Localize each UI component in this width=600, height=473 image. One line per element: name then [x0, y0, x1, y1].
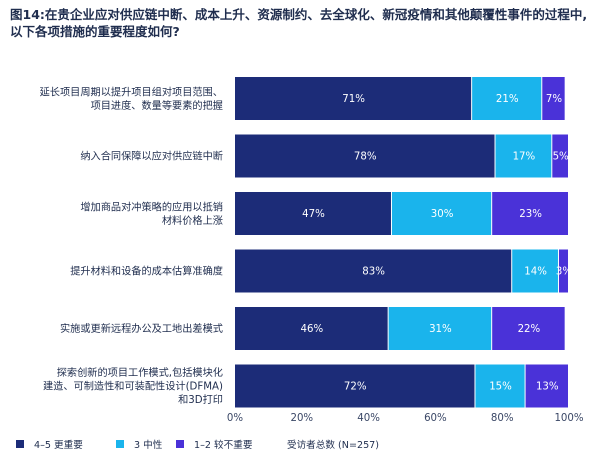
data-label-5-1: 15% [489, 382, 512, 393]
data-label-2-2: 23% [519, 209, 542, 220]
bar-segment-4-1 [388, 307, 492, 350]
category-label-5-1: 建造、可制造性和可装配性设计(DFMA) [43, 380, 223, 393]
bar-segment-0-2 [542, 77, 565, 120]
category-label-3-0: 提升材料和设备的成本估算准确度 [70, 265, 223, 278]
x-tick-label-1: 20% [290, 413, 313, 424]
legend-item-low: 1–2 较不重要 [176, 437, 252, 451]
legend-label-neutral: 3 中性 [134, 440, 163, 451]
bar-segment-2-0 [235, 192, 391, 235]
bar-segment-4-0 [235, 307, 388, 350]
bar-segment-1-2 [552, 134, 568, 178]
x-tick-label-4: 80% [491, 413, 514, 424]
legend-item-high: 4–5 更重要 [16, 437, 83, 451]
bar-segment-0-1 [472, 77, 542, 120]
x-tick-label-0: 0% [227, 413, 243, 424]
bar-segment-1-0 [235, 134, 495, 178]
category-label-2-0: 增加商品对冲策略的应用以抵销 [80, 200, 223, 213]
data-label-1-0: 78% [354, 152, 377, 163]
category-label-4-0: 实施或更新远程办公及工地出差模式 [60, 322, 223, 335]
legend-swatch-neutral [116, 440, 124, 448]
bar-segment-1-1 [495, 134, 552, 178]
x-tick-label-5: 100% [554, 413, 583, 424]
data-label-4-2: 22% [518, 324, 541, 335]
data-label-0-1: 21% [496, 94, 519, 105]
x-tick-label-3: 60% [424, 413, 447, 424]
data-label-3-2: 3% [556, 267, 572, 278]
bar-segment-2-2 [492, 192, 568, 235]
legend-item-neutral: 3 中性 [116, 437, 162, 451]
data-label-1-2: 5% [553, 152, 569, 163]
bar-segment-4-2 [492, 307, 565, 350]
bar-segment-5-2 [525, 364, 568, 408]
bar-segment-3-1 [512, 249, 558, 293]
data-label-4-1: 31% [429, 324, 452, 335]
data-label-3-0: 83% [362, 267, 385, 278]
chart-title-line2: 以下各项措施的重要程度如何? [10, 24, 180, 39]
data-label-4-0: 46% [300, 324, 323, 335]
data-label-0-2: 7% [546, 94, 562, 105]
bar-segment-3-0 [235, 249, 512, 293]
bar-segment-3-2 [558, 249, 568, 293]
footnote-respondents: 受访者总数 (N=257) [287, 440, 380, 451]
legend-label-high: 4–5 更重要 [34, 440, 83, 451]
data-label-2-1: 30% [431, 209, 454, 220]
category-label-5-2: 和3D打印 [178, 393, 223, 406]
category-label-1-0: 纳入合同保障以应对供应链中断 [80, 150, 223, 163]
category-label-5-0: 探索创新的项目工作模式,包括模块化 [57, 366, 223, 379]
bar-segment-2-1 [391, 192, 492, 235]
x-tick-label-2: 40% [357, 413, 380, 424]
legend-label-low: 1–2 较不重要 [194, 440, 253, 451]
bar-segment-5-0 [235, 364, 475, 408]
category-label-2-1: 材料价格上涨 [162, 214, 223, 227]
data-label-5-2: 13% [536, 382, 559, 393]
legend-swatch-high [16, 440, 24, 448]
bar-segment-0-0 [235, 77, 472, 120]
data-label-3-1: 14% [524, 267, 547, 278]
bar-segment-5-1 [475, 364, 525, 408]
chart-title: 图14:在贵企业应对供应链中断、成本上升、资源制约、去全球化、新冠疫情和其他颠覆… [10, 6, 594, 40]
chart-title-line1: 图14:在贵企业应对供应链中断、成本上升、资源制约、去全球化、新冠疫情和其他颠覆… [10, 7, 588, 22]
category-label-0-0: 延长项目周期以提升项目组对项目范围、 [40, 85, 223, 98]
legend-swatch-low [176, 440, 184, 448]
category-label-0-1: 项目进度、数量等要素的把握 [91, 99, 223, 112]
data-label-5-0: 72% [344, 382, 367, 393]
data-label-0-0: 71% [342, 94, 365, 105]
data-label-1-1: 17% [513, 152, 536, 163]
data-label-2-0: 47% [302, 209, 325, 220]
